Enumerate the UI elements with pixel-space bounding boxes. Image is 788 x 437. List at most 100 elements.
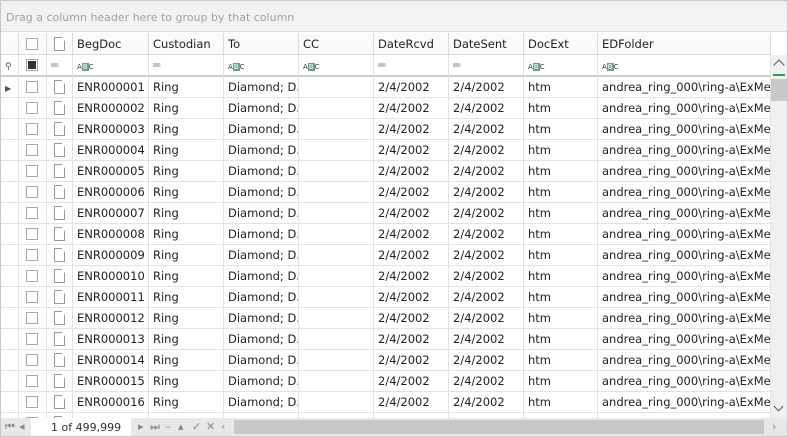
cell-datercvd[interactable]: 2/4/2002 — [374, 245, 449, 266]
first-record-icon[interactable]: ⏮ — [5, 420, 15, 433]
cell-edfolder[interactable]: andrea_ring_000\ring-a\ExMerge - — [598, 350, 771, 371]
cell-custodian[interactable]: Ring — [149, 245, 224, 266]
cell-cc[interactable] — [299, 140, 374, 161]
cell-datesent[interactable]: 2/4/2002 — [449, 203, 524, 224]
row-checkbox-cell[interactable] — [19, 182, 47, 203]
column-header-custodian[interactable]: Custodian — [149, 33, 224, 55]
cell-docext[interactable]: htm — [524, 287, 598, 308]
cell-begdoc[interactable]: ENR000012 — [73, 308, 149, 329]
filter-cell-edfolder[interactable]: ABC — [598, 55, 771, 77]
row-checkbox[interactable] — [26, 396, 38, 408]
cell-custodian[interactable]: Ring — [149, 77, 224, 98]
column-header-edfolder[interactable]: EDFolder — [598, 33, 771, 55]
cell-to[interactable]: Diamond; D... — [224, 98, 299, 119]
row-checkbox[interactable] — [26, 249, 38, 261]
cell-edfolder[interactable]: andrea_ring_000\ring-a\ExMerge - — [598, 140, 771, 161]
cell-custodian[interactable]: Ring — [149, 140, 224, 161]
scroll-left-icon[interactable]: ‹ — [221, 420, 226, 433]
cell-docext[interactable]: htm — [524, 77, 598, 98]
row-checkbox-cell[interactable] — [19, 413, 47, 418]
cell-to[interactable]: Diamond; D... — [224, 140, 299, 161]
row-checkbox[interactable] — [26, 102, 38, 114]
cell-docext[interactable]: htm — [524, 350, 598, 371]
cell-cc[interactable] — [299, 329, 374, 350]
cell-begdoc[interactable]: ENR000010 — [73, 266, 149, 287]
vertical-scrollbar[interactable] — [771, 55, 787, 418]
row-checkbox[interactable] — [26, 291, 38, 303]
row-checkbox-cell[interactable] — [19, 266, 47, 287]
cell-begdoc[interactable]: ENR000007 — [73, 203, 149, 224]
cell-cc[interactable] — [299, 182, 374, 203]
cell-begdoc[interactable]: ENR000004 — [73, 140, 149, 161]
cell-to[interactable] — [224, 413, 299, 418]
cell-datercvd[interactable]: 2/4/2002 — [374, 350, 449, 371]
cell-datercvd[interactable]: 2/4/2002 — [374, 203, 449, 224]
cell-cc[interactable] — [299, 245, 374, 266]
cell-datercvd[interactable]: 2/4/2002 — [374, 308, 449, 329]
cell-datesent[interactable] — [449, 413, 524, 418]
group-panel[interactable]: Drag a column header here to group by th… — [1, 1, 787, 32]
cell-edfolder[interactable]: andrea_ring_000\ring-a\ExMerge - — [598, 119, 771, 140]
cell-custodian[interactable]: Ring — [149, 224, 224, 245]
last-record-icon[interactable]: ⏭ — [150, 420, 160, 433]
cell-docext[interactable]: htm — [524, 140, 598, 161]
cell-datesent[interactable]: 2/4/2002 — [449, 350, 524, 371]
cell-edfolder[interactable]: andrea_ring_000\ring-a\ExMerge - — [598, 287, 771, 308]
cell-begdoc[interactable]: ENR000011 — [73, 287, 149, 308]
cell-datesent[interactable]: 2/4/2002 — [449, 245, 524, 266]
cell-cc[interactable] — [299, 350, 374, 371]
cell-datesent[interactable]: 2/4/2002 — [449, 308, 524, 329]
cell-custodian[interactable]: Ring — [149, 308, 224, 329]
cell-docext[interactable]: htm — [524, 392, 598, 413]
row-checkbox-cell[interactable] — [19, 161, 47, 182]
cell-edfolder[interactable]: andrea_ring_000\ring-a\ExMerge - — [598, 308, 771, 329]
horizontal-scroll-thumb[interactable] — [234, 420, 764, 434]
row-checkbox-cell[interactable] — [19, 329, 47, 350]
cell-docext[interactable]: htm — [524, 224, 598, 245]
row-checkbox[interactable] — [26, 270, 38, 282]
prev-record-icon[interactable]: ◂ — [19, 420, 25, 433]
cell-cc[interactable] — [299, 224, 374, 245]
cell-begdoc[interactable]: ENR000015 — [73, 371, 149, 392]
cell-cc[interactable] — [299, 119, 374, 140]
cell-cc[interactable] — [299, 392, 374, 413]
cell-datesent[interactable]: 2/4/2002 — [449, 329, 524, 350]
cell-begdoc[interactable]: ENR000013 — [73, 329, 149, 350]
row-checkbox[interactable] — [26, 165, 38, 177]
cell-datercvd[interactable] — [374, 413, 449, 418]
cell-cc[interactable] — [299, 371, 374, 392]
cell-datesent[interactable]: 2/4/2002 — [449, 77, 524, 98]
cell-docext[interactable]: htm — [524, 182, 598, 203]
cell-docext[interactable]: htm — [524, 308, 598, 329]
cell-cc[interactable] — [299, 161, 374, 182]
cell-to[interactable]: Diamond; D... — [224, 245, 299, 266]
filter-cell-datercvd[interactable]: ═ — [374, 55, 449, 77]
cell-to[interactable]: Diamond; D... — [224, 371, 299, 392]
scroll-up-icon[interactable] — [773, 59, 785, 71]
row-checkbox-cell[interactable] — [19, 371, 47, 392]
cell-datercvd[interactable]: 2/4/2002 — [374, 77, 449, 98]
cell-cc[interactable] — [299, 203, 374, 224]
cell-begdoc[interactable]: ENR000014 — [73, 350, 149, 371]
cell-begdoc[interactable] — [73, 413, 149, 418]
row-checkbox[interactable] — [26, 354, 38, 366]
column-header-datercvd[interactable]: DateRcvd — [374, 33, 449, 55]
cell-begdoc[interactable]: ENR000006 — [73, 182, 149, 203]
cell-datesent[interactable]: 2/4/2002 — [449, 224, 524, 245]
filter-cell-begdoc[interactable]: ABC — [73, 55, 149, 77]
cell-to[interactable]: Diamond; D... — [224, 119, 299, 140]
cell-to[interactable]: Diamond; D... — [224, 77, 299, 98]
row-checkbox-cell[interactable] — [19, 350, 47, 371]
filter-checkbox[interactable] — [19, 55, 47, 77]
cell-custodian[interactable] — [149, 413, 224, 418]
cell-edfolder[interactable]: andrea_ring_000\ring-a\ExMerge - — [598, 329, 771, 350]
cell-custodian[interactable]: Ring — [149, 371, 224, 392]
filter-doc[interactable]: ═ — [47, 55, 73, 77]
cell-datesent[interactable]: 2/4/2002 — [449, 287, 524, 308]
